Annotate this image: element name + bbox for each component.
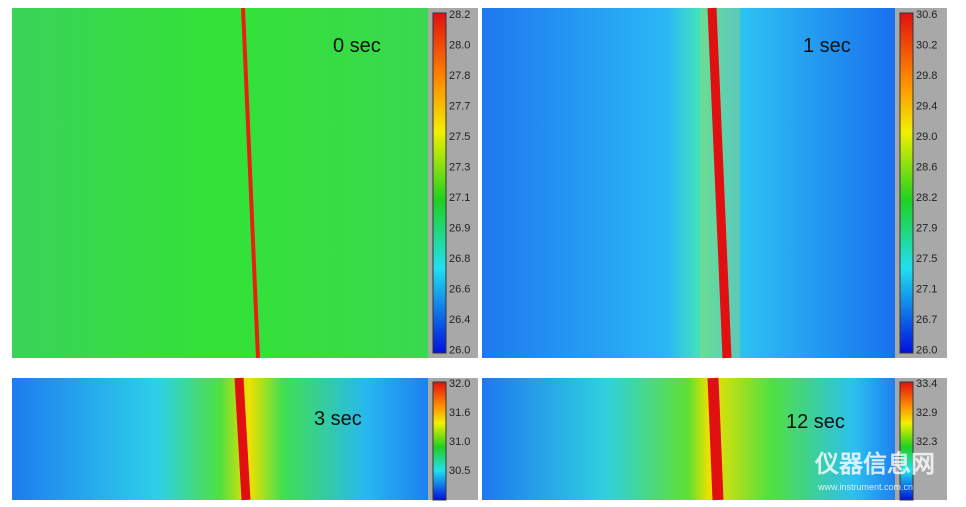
thermal-image	[482, 378, 895, 500]
scale-label: 27.3	[449, 161, 470, 173]
scale-label: 26.6	[449, 283, 470, 295]
watermark: 仪器信息网	[814, 450, 935, 478]
scale-label: 26.0	[916, 344, 937, 356]
hot-line	[241, 7, 260, 359]
scale-label: 30.5	[449, 465, 470, 477]
hot-line	[234, 377, 251, 501]
scale-label: 28.6	[916, 161, 937, 173]
scale-label: 29.4	[916, 100, 937, 112]
scale-label: 26.8	[449, 253, 470, 265]
scale-label: 28.2	[449, 9, 470, 21]
colorbar	[432, 12, 447, 354]
scale-label: 28.2	[916, 192, 937, 204]
colorbar	[432, 381, 447, 501]
watermark-url: www.instrument.com.cn	[817, 482, 913, 492]
scale-label: 27.5	[916, 253, 937, 265]
thermal-image	[482, 8, 895, 358]
scale-label: 27.7	[449, 100, 470, 112]
hot-line	[707, 377, 724, 501]
scale-label: 30.6	[916, 9, 937, 21]
scale-label: 31.0	[449, 436, 470, 448]
scale-label: 30.2	[916, 39, 937, 51]
scale-label: 27.9	[916, 222, 937, 234]
time-label: 12 sec	[786, 411, 845, 433]
scale-label: 27.8	[449, 70, 470, 82]
time-label: 0 sec	[333, 35, 381, 57]
scale-label: 26.4	[449, 314, 470, 326]
scale-label: 32.9	[916, 407, 937, 419]
time-label: 1 sec	[803, 35, 851, 57]
scale-label: 29.0	[916, 131, 937, 143]
scale-label: 27.1	[916, 283, 937, 295]
thermal-image	[12, 378, 428, 500]
scale-label: 27.1	[449, 192, 470, 204]
scale-label: 32.0	[449, 378, 470, 390]
colorbar	[899, 381, 914, 501]
hot-line	[707, 7, 732, 359]
colorbar	[899, 12, 914, 354]
scale-label: 27.5	[449, 131, 470, 143]
time-label: 3 sec	[314, 408, 362, 430]
thermal-image	[12, 8, 428, 358]
scale-label: 31.6	[449, 407, 470, 419]
scale-label: 33.4	[916, 378, 937, 390]
scale-label: 32.3	[916, 436, 937, 448]
scale-label: 26.9	[449, 222, 470, 234]
scale-label: 26.0	[449, 344, 470, 356]
scale-label: 29.8	[916, 70, 937, 82]
scale-label: 28.0	[449, 39, 470, 51]
scale-label: 26.7	[916, 314, 937, 326]
